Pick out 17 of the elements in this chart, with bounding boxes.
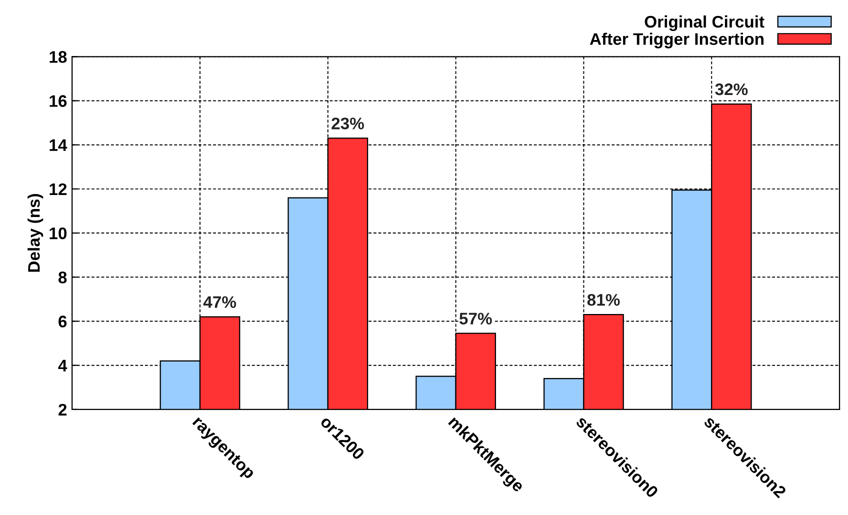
y-tick-label: 10 [50, 227, 67, 240]
y-tick-label: 6 [58, 316, 67, 328]
y-tick-label: 14 [50, 139, 68, 151]
annotation: 23% [332, 118, 364, 130]
y-tick-label: 12 [50, 183, 67, 195]
legend-label: Original Circuit [644, 15, 764, 32]
legend-label: After Trigger Insertion [590, 32, 764, 48]
y-tick-label: 18 [50, 51, 67, 63]
y-tick-label: 4 [58, 360, 68, 372]
y-tick-label: 16 [50, 95, 67, 107]
y-axis-title: Delay (ns) [28, 194, 44, 272]
y-tick-label: 8 [58, 272, 67, 284]
y-tick-label: 2 [58, 404, 67, 416]
annotation: 32% [715, 83, 748, 96]
annotation: 81% [587, 294, 620, 306]
annotation: 57% [459, 312, 492, 325]
annotation: 47% [203, 296, 236, 308]
